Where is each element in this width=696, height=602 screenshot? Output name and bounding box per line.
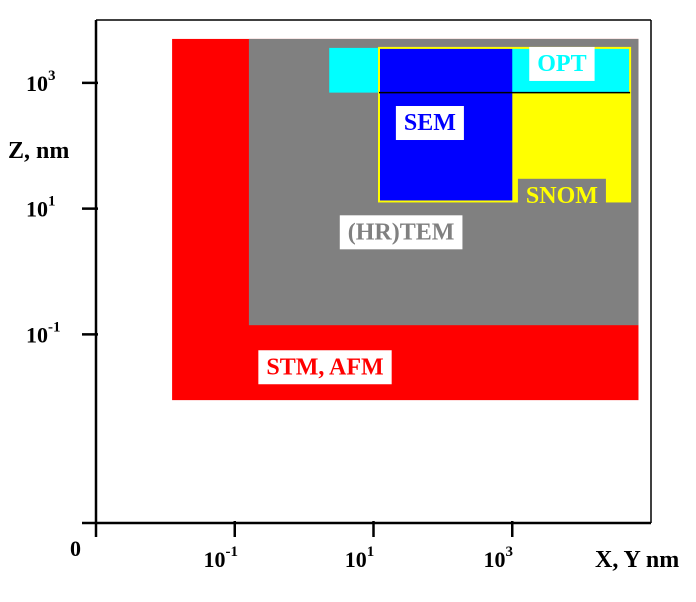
region-label-text: SNOM — [526, 183, 598, 209]
origin-label: 0 — [70, 536, 81, 561]
region-label-box — [395, 106, 464, 141]
x-tick-label: 103 — [484, 544, 514, 572]
region-label-box — [258, 350, 392, 385]
region-label-text: SEM — [404, 110, 456, 136]
region-label-box — [529, 46, 595, 81]
region-label-stm-afm: STM, AFM — [258, 350, 392, 385]
y-tick-label: 101 — [26, 194, 56, 222]
y-tick-label: 10-1 — [26, 319, 61, 347]
instrument-box-outline — [377, 46, 632, 203]
region-label-sem: SEM — [395, 106, 464, 141]
y-tick-label: 103 — [26, 68, 56, 96]
x-axis-label: X, Y nm — [595, 547, 679, 573]
region-label-text: STM, AFM — [266, 354, 383, 380]
region-label-text: (HR)TEM — [348, 219, 455, 245]
y-axis-label: Z, nm — [8, 138, 69, 164]
x-tick-label: 101 — [345, 544, 375, 572]
region-label-box — [517, 178, 606, 213]
x-tick-label: 10-1 — [204, 544, 239, 572]
region-label-snom: SNOM — [517, 178, 606, 213]
region-label-box — [339, 215, 463, 250]
region-label-text: OPT — [537, 51, 586, 77]
axis-ticks: 10-1 101 103 10-1 101 103 — [26, 68, 514, 572]
region-label-hr-tem: (HR)TEM — [339, 215, 463, 250]
region-labels: STM, AFM (HR)TEM OPT SNOM SEM — [258, 46, 606, 385]
region-label-opt: OPT — [529, 46, 595, 81]
